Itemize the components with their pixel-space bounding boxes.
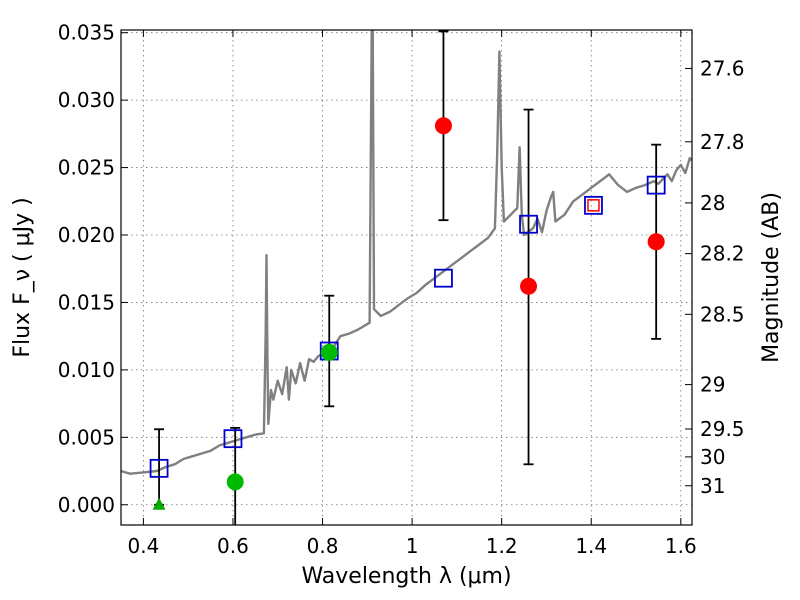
spectrum-line <box>121 30 692 475</box>
plot-frame <box>120 29 693 526</box>
x-tick-label: 1.2 <box>486 534 518 558</box>
red-open-square <box>587 199 600 212</box>
y-tick-label: 0.030 <box>58 88 115 112</box>
spectrum-series <box>121 30 692 475</box>
y-axis-label: Flux F_ν ( μJy ) <box>10 197 35 357</box>
y-tick-label: 0.010 <box>58 358 115 382</box>
y2-tick-label: 28 <box>700 191 725 215</box>
x-tick-label: 1 <box>406 534 419 558</box>
axis-ticks: 0.4 0.6 0.8 1 1.2 1.4 1.6 0.000 0.005 0.010 0.015 0… <box>58 21 745 558</box>
y2-tick-label: 27.8 <box>700 130 745 154</box>
green-detection-point <box>226 473 244 491</box>
y2-tick-label: 29.5 <box>700 417 745 441</box>
y-tick-label: 0.015 <box>58 290 115 314</box>
model-point-square <box>149 458 169 478</box>
y2-axis-label: Magnitude (AB) <box>759 192 784 363</box>
error-bars <box>154 30 662 525</box>
data-markers <box>149 117 666 510</box>
x-tick-label: 1.4 <box>575 534 607 558</box>
y-tick-label: 0.035 <box>58 21 115 45</box>
red-detection-point <box>434 117 452 135</box>
y2-tick-label: 30 <box>700 445 725 469</box>
x-tick-label: 0.8 <box>307 534 339 558</box>
y-tick-label: 0.000 <box>58 493 115 517</box>
model-point-square <box>223 429 243 449</box>
y-tick-label: 0.020 <box>58 223 115 247</box>
model-point-square <box>646 175 666 195</box>
x-tick-label: 0.4 <box>127 534 159 558</box>
model-point-square <box>584 195 603 215</box>
model-point-square <box>434 268 453 288</box>
y-tick-label: 0.025 <box>58 156 115 180</box>
x-tick-label: 1.6 <box>665 534 697 558</box>
x-axis-label: Wavelength λ (μm) <box>301 564 511 589</box>
y2-tick-label: 27.6 <box>700 56 745 80</box>
y2-tick-label: 29 <box>700 373 725 397</box>
green-detection-point <box>320 343 338 361</box>
green-triangle-marker <box>152 497 166 510</box>
y2-tick-label: 31 <box>700 474 725 498</box>
y2-tick-label: 28.2 <box>700 242 745 266</box>
red-detection-point <box>647 233 665 251</box>
red-detection-point <box>520 277 538 295</box>
model-point-square <box>519 214 538 234</box>
x-tick-label: 0.6 <box>217 534 249 558</box>
grid-lines <box>121 30 692 525</box>
y-tick-label: 0.005 <box>58 425 115 449</box>
y2-tick-label: 28.5 <box>700 302 745 326</box>
